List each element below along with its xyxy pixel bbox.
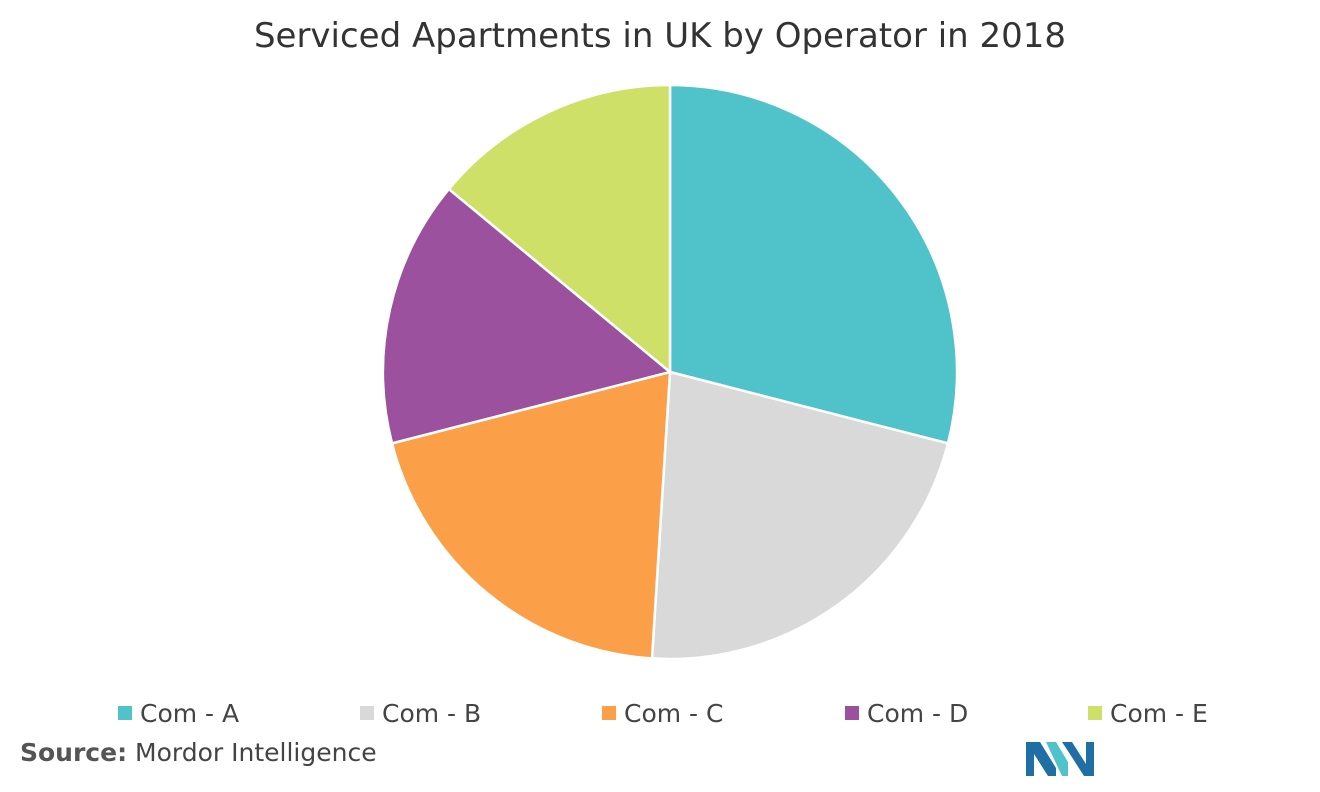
pie-slice-com-e [447,83,672,374]
logo-shape [1062,742,1094,776]
pie-slice-com-b [650,370,950,661]
logo-shape [1026,742,1056,776]
legend-label: Com - E [1110,698,1208,728]
legend-swatch [602,706,616,720]
legend-label: Com - D [867,698,969,728]
legend-item-com-d: Com - D [845,698,968,728]
logo-shape [1046,742,1068,776]
source-prefix: Source: [20,738,128,767]
legend-swatch [360,706,374,720]
legend-label: Com - C [624,698,724,728]
legend-item-com-c: Com - C [602,698,723,728]
legend-swatch [1088,706,1102,720]
source-line: Source: Mordor Intelligence [20,738,377,767]
legend-item-com-e: Com - E [1088,698,1208,728]
legend-item-com-a: Com - A [118,698,239,728]
legend-label: Com - B [382,698,482,728]
pie-slice-com-a [668,83,959,445]
legend-swatch [845,706,859,720]
pie-slice-com-c [390,370,672,660]
source-text: Mordor Intelligence [135,738,377,767]
legend-label: Com - A [140,698,240,728]
mordor-intelligence-logo-icon [1026,742,1094,776]
legend-swatch [118,706,132,720]
chart-title: Serviced Apartments in UK by Operator in… [253,16,1067,56]
pie-slice-com-d [381,187,672,445]
legend-item-com-b: Com - B [360,698,481,728]
